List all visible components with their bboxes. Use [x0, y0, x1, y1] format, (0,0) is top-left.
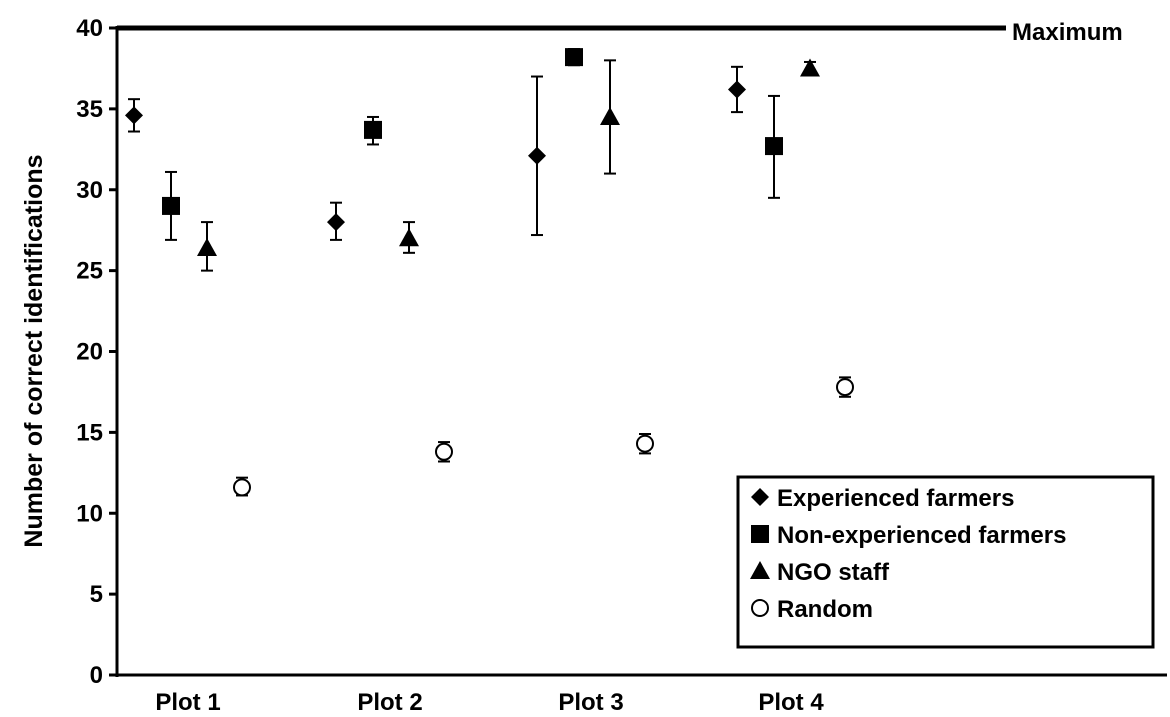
legend-label: Experienced farmers: [777, 485, 1014, 512]
data-point-square: [765, 137, 783, 156]
legend-label: NGO staff: [777, 559, 890, 586]
y-axis-label: Number of correct identifications: [20, 154, 48, 547]
y-tick-label: 40: [76, 15, 103, 42]
x-category-label: Plot 4: [758, 689, 824, 716]
data-point-diamond: [125, 106, 143, 125]
data-point-square: [565, 48, 583, 67]
x-category-label: Plot 3: [558, 689, 623, 716]
y-tick-label: 25: [76, 258, 103, 285]
y-tick-label: 10: [76, 500, 103, 527]
data-point-diamond: [728, 80, 746, 99]
legend-marker-triangle: [750, 561, 770, 579]
data-point-square: [162, 196, 180, 215]
legend-label: Random: [777, 596, 873, 623]
data-point-diamond: [327, 213, 345, 232]
x-category-label: Plot 1: [155, 689, 220, 716]
max-line-label: Maximum: [1012, 19, 1123, 46]
legend-box: [736, 475, 1155, 649]
data-point-triangle: [600, 106, 620, 125]
data-point-triangle: [399, 228, 419, 247]
data-point-diamond: [528, 146, 546, 165]
data-points: [125, 48, 854, 497]
y-tick-label: 30: [76, 177, 103, 204]
legend-marker-square: [751, 525, 769, 543]
legend: Experienced farmers Non-experienced farme…: [736, 475, 1155, 649]
x-category-label: Plot 2: [357, 689, 422, 716]
y-tick-label: 5: [90, 581, 103, 608]
data-point-open-circle: [836, 378, 854, 397]
data-point-open-circle: [636, 434, 654, 453]
legend-label: Non-experienced farmers: [777, 522, 1066, 549]
y-tick-label: 35: [76, 96, 103, 123]
y-tick-label: 20: [76, 339, 103, 366]
data-point-open-circle: [435, 442, 453, 461]
data-point-triangle: [197, 237, 217, 256]
data-point-open-circle: [233, 478, 251, 497]
data-point-square: [364, 120, 382, 139]
data-point-triangle: [800, 58, 820, 77]
axes: 0 5 10 15 20 25 30 35 40 Plot 1 Plot 2 Plot 3 Plot 4: [76, 15, 1167, 716]
legend-marker-open-circle: [751, 599, 769, 617]
y-tick-label: 0: [90, 662, 103, 689]
y-tick-label: 15: [76, 419, 103, 446]
legend-marker-diamond: [751, 488, 769, 506]
